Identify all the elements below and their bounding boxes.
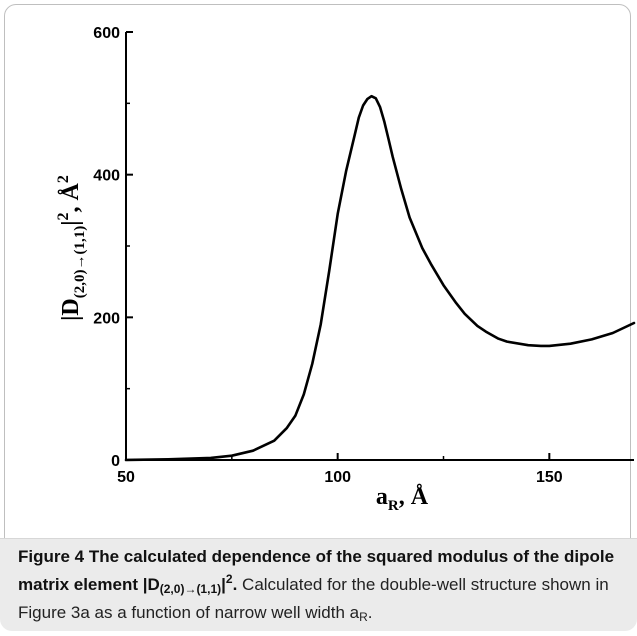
x-label-main: a — [376, 484, 388, 510]
caption-title-sup: 2 — [225, 572, 233, 586]
caption-body-sub: R — [359, 610, 368, 624]
figure-caption: Figure 4 The calculated dependence of th… — [18, 545, 623, 629]
caption-title-end: | — [221, 575, 226, 594]
x-axis-title: aR, Å — [376, 484, 429, 514]
caption-title: Figure 4 The calculated dependence of th… — [18, 547, 615, 596]
y-label-unit-pow: 2 — [55, 175, 72, 183]
y-label-unit: , Å — [58, 182, 84, 212]
x-tick-label: 50 — [117, 469, 135, 486]
chart-area: |D(2,0)→(1,1)|2, Å2 aR, Å 0 200 400 600 50 10… — [55, 25, 636, 514]
y-tick-label: 200 — [93, 310, 120, 327]
y-label-sub: (2,0)→(1,1) — [72, 226, 88, 298]
x-label-unit: , Å — [399, 484, 429, 510]
caption-body-end: . — [367, 603, 373, 622]
y-tick-label: 0 — [111, 453, 120, 470]
svg-text:|D(2,0)→(1,1)|2, Å2: |D(2,0)→(1,1)|2, Å2 — [55, 175, 88, 321]
y-label-open: |D — [58, 298, 84, 321]
svg-text:aR, Å: aR, Å — [376, 484, 429, 514]
figure-frame — [4, 4, 631, 631]
x-tick-label: 100 — [324, 469, 351, 486]
y-tick-label: 600 — [93, 25, 120, 42]
caption-title-text: Figure 4 The calculated dependence of th… — [18, 547, 615, 594]
caption-title-sub: (2,0)→(1,1) — [159, 582, 222, 596]
caption-body: Calculated for the double-well structure… — [18, 575, 609, 622]
x-label-sub: R — [388, 498, 399, 514]
y-label-pow: 2 — [55, 212, 72, 220]
y-tick-label: 400 — [93, 168, 120, 185]
y-axis-title: |D(2,0)→(1,1)|2, Å2 — [55, 175, 88, 321]
caption-title-dot: . — [232, 575, 238, 594]
x-tick-label: 150 — [536, 469, 563, 486]
y-label-close: | — [58, 220, 84, 225]
series-line — [124, 94, 636, 462]
caption-panel — [0, 538, 637, 631]
